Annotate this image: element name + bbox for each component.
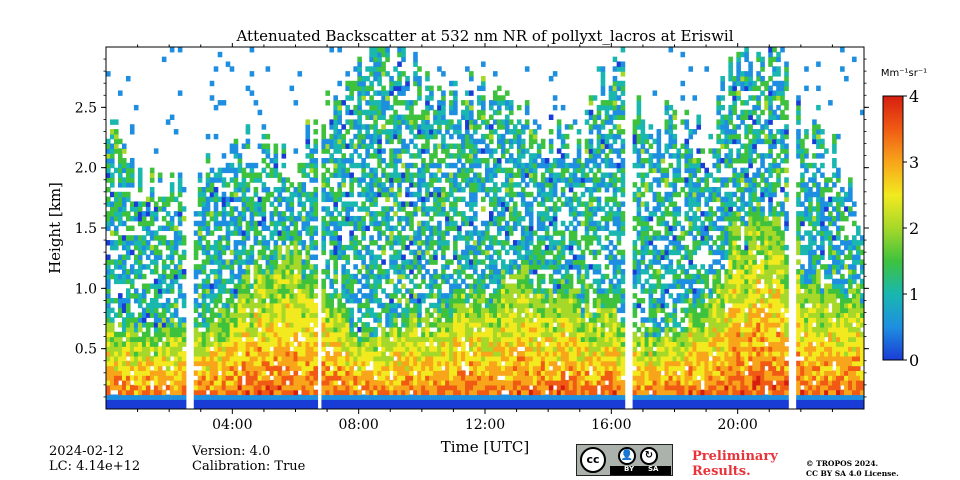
copyright-line2: CC BY SA 4.0 License. [806,469,899,478]
colorbar-tick-label: 3 [909,153,919,172]
colorbar-ticks: 0 1 2 3 4 [903,87,919,370]
sa-share-icon: ↻ [640,447,658,465]
license-strip: BY SA [610,465,671,475]
x-axis-label: Time [UTC] [441,438,530,456]
y-tick-label: 2.0 [75,161,97,177]
sa-label: SA [648,465,659,473]
x-axis-ticks: 04:00 08:00 12:00 16:00 20:00 [137,43,833,433]
plot-area [106,47,864,409]
footer-date: 2024-02-12 [49,444,124,459]
x-tick-label: 12:00 [465,417,505,433]
colorbar-tick-label: 2 [909,219,919,238]
colorbar-tick-label: 4 [909,87,919,106]
chart-title: Attenuated Backscatter at 532 nm NR of p… [235,27,733,45]
copyright-line1: © TROPOS 2024. [806,459,879,468]
y-tick-label: 2.5 [75,100,97,116]
colorbar-tick-label: 1 [909,285,919,304]
x-tick-label: 16:00 [591,417,631,433]
x-tick-label: 08:00 [338,417,378,433]
cc-by-sa-badge: cc 👤 ↻ BY SA [576,444,673,476]
by-label: BY [624,465,635,473]
footer-lc: LC: 4.14e+12 [49,459,141,474]
preliminary-results-note: Preliminary Results. [692,449,778,479]
footer-version: Version: 4.0 [192,444,271,459]
x-tick-label: 04:00 [212,417,252,433]
y-tick-label: 0.5 [75,342,97,358]
preliminary-line1: Preliminary [692,449,778,464]
y-tick-label: 1.0 [75,281,97,297]
colorbar-unit-label: Mm⁻¹sr⁻¹ [881,68,927,79]
colorbar: Mm⁻¹sr⁻¹ 0 1 2 3 4 [881,68,927,370]
footer-calibration: Calibration: True [192,459,306,474]
cc-icon: cc [580,447,606,473]
y-axis-label: Height [km] [46,182,64,274]
by-person-icon: 👤 [618,447,636,465]
y-axis-ticks: 0.5 1.0 1.5 2.0 2.5 [75,58,869,398]
y-tick-label: 1.5 [75,221,97,237]
colorbar-gradient [882,95,904,361]
copyright-note: © TROPOS 2024. CC BY SA 4.0 License. [806,459,899,479]
preliminary-line2: Results. [692,464,751,479]
x-tick-label: 20:00 [717,417,757,433]
colorbar-tick-label: 0 [909,351,919,370]
